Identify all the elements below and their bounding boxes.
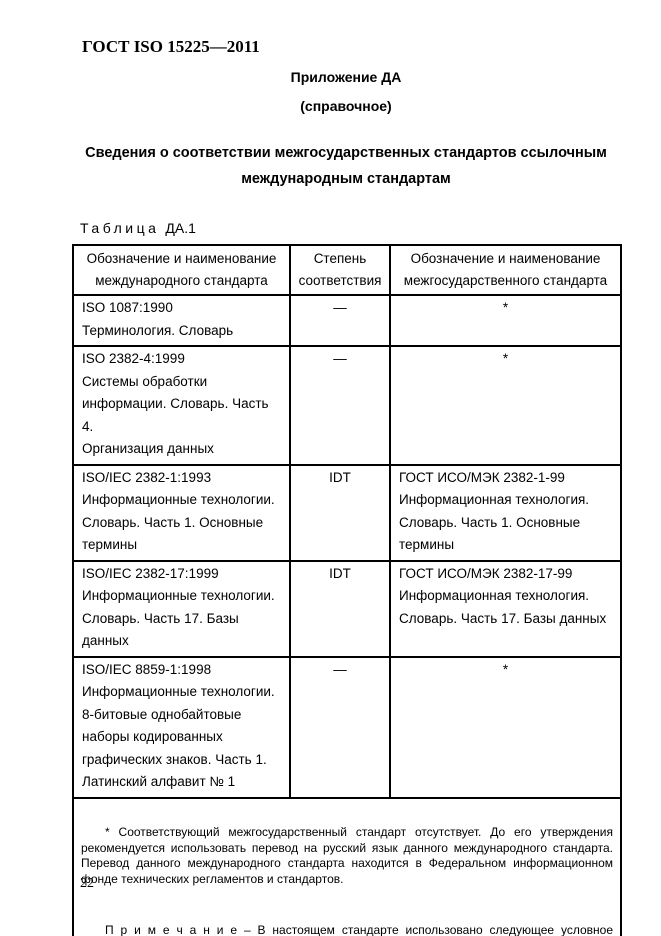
annex-title: Приложение ДА xyxy=(290,69,402,85)
table-row: ISO/IEC 2382-17:1999 Информационные техн… xyxy=(72,559,622,658)
table-footnote-cell: * Соответствующий межгосударственный ста… xyxy=(72,796,622,936)
col-header-international-standard: Обозначение и наименование международног… xyxy=(72,244,291,296)
table-label: Таблица ДА.1 xyxy=(80,220,620,236)
cell-international-standard: ISO/IEC 8859-1:1998 Информационные техно… xyxy=(72,655,291,799)
cell-international-standard: ISO/IEC 2382-17:1999 Информационные техн… xyxy=(72,559,291,658)
content-column: ГОСТ ISO 15225—2011 Приложение ДА (справ… xyxy=(72,0,622,936)
table-row: ISO/IEC 8859-1:1998 Информационные техно… xyxy=(72,655,622,799)
cell-international-standard: ISO 1087:1990 Терминология. Словарь xyxy=(72,294,291,347)
col-header-interstate-standard: Обозначение и наименование межгосударств… xyxy=(389,244,622,296)
table-note: П р и м е ч а н и е – В настоящем станда… xyxy=(105,922,613,936)
correspondence-table: Обозначение и наименование международног… xyxy=(72,244,622,936)
cell-degree: — xyxy=(289,294,391,347)
cell-degree: IDT xyxy=(289,559,391,658)
cell-interstate-standard: * xyxy=(389,294,622,347)
table-footnote-row: * Соответствующий межгосударственный ста… xyxy=(72,796,622,936)
table-row: ISO/IEC 2382-1:1993 Информационные техно… xyxy=(72,463,622,562)
table-label-number: ДА.1 xyxy=(165,220,196,236)
cell-interstate-standard: * xyxy=(389,345,622,466)
page-number: 22 xyxy=(80,876,94,891)
cell-international-standard: ISO 2382-4:1999 Системы обработки информ… xyxy=(72,345,291,466)
doc-number: ГОСТ ISO 15225—2011 xyxy=(82,37,260,56)
cell-degree: IDT xyxy=(289,463,391,562)
cell-interstate-standard: ГОСТ ИСО/МЭК 2382-1-99 Информационная те… xyxy=(389,463,622,562)
col-header-degree: Степень соответствия xyxy=(289,244,391,296)
table-label-word: Таблица xyxy=(80,220,160,236)
cell-interstate-standard: * xyxy=(389,655,622,799)
table-row: ISO 2382-4:1999 Системы обработки информ… xyxy=(72,345,622,466)
cell-interstate-standard: ГОСТ ИСО/МЭК 2382-17-99 Информационная т… xyxy=(389,559,622,658)
table-row: ISO 1087:1990 Терминология. Словарь — * xyxy=(72,294,622,347)
cell-degree: — xyxy=(289,655,391,799)
table-footnote: * Соответствующий межгосударственный ста… xyxy=(81,825,613,886)
cell-degree: — xyxy=(289,345,391,466)
cell-international-standard: ISO/IEC 2382-1:1993 Информационные техно… xyxy=(72,463,291,562)
annex-heading: Сведения о соответствии межгосударственн… xyxy=(85,145,607,187)
table-header-row: Обозначение и наименование международног… xyxy=(72,244,622,296)
annex-type: (справочное) xyxy=(300,98,392,114)
